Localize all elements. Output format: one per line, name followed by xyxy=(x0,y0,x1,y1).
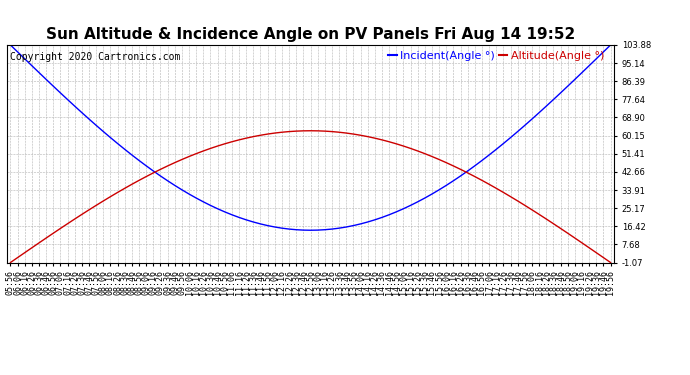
Legend: Incident(Angle °), Altitude(Angle °): Incident(Angle °), Altitude(Angle °) xyxy=(384,46,609,65)
Text: Copyright 2020 Cartronics.com: Copyright 2020 Cartronics.com xyxy=(10,51,180,62)
Title: Sun Altitude & Incidence Angle on PV Panels Fri Aug 14 19:52: Sun Altitude & Incidence Angle on PV Pan… xyxy=(46,27,575,42)
